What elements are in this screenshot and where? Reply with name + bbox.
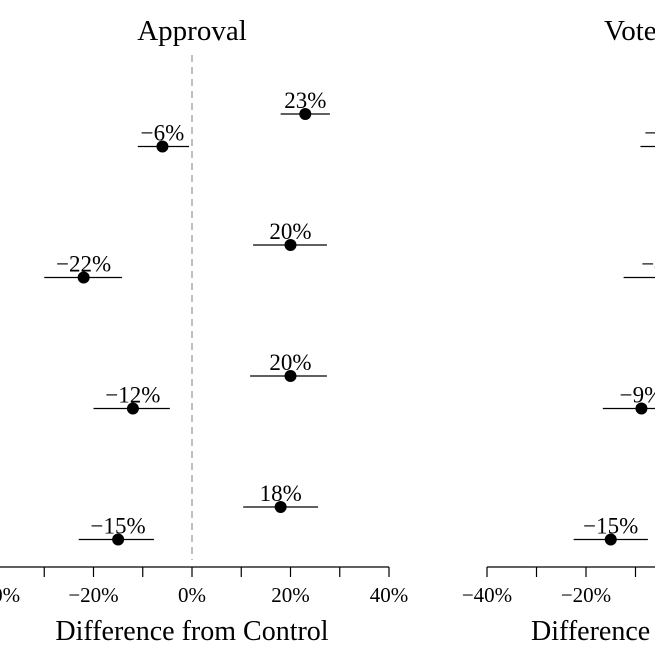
point [299,108,312,120]
value-label: 18% [260,481,302,506]
point [126,402,139,415]
value-label: −6% [141,121,185,146]
value-label: −9% [620,383,655,408]
point [274,501,287,513]
point [284,370,297,382]
x-tick-label: −20% [561,583,611,607]
value-label: −4% [644,121,655,146]
panel-title: Approval [137,15,247,47]
value-label: −15% [583,514,638,539]
point [604,533,617,546]
x-tick-label: 0% [178,583,206,607]
x-tick-label: −40% [462,583,512,607]
value-label: −4% [641,252,655,277]
point [156,140,169,153]
x-tick-label: 40% [370,583,409,607]
point [112,533,125,546]
value-label: 23% [284,88,326,113]
value-label: −12% [105,383,160,408]
point [635,402,648,415]
point [77,271,90,284]
panel-title: Vote [604,15,655,47]
value-label: 20% [269,219,311,244]
value-label: 20% [269,350,311,375]
x-tick-label: −20% [68,583,118,607]
x-tick-label: 20% [271,583,310,607]
x-axis-title: Difference from Control [55,616,328,647]
value-label: −15% [91,514,146,539]
x-axis-title: Difference from Control [531,616,655,647]
point [284,239,297,251]
value-label: −22% [56,252,111,277]
x-tick-label: −40% [0,583,20,607]
